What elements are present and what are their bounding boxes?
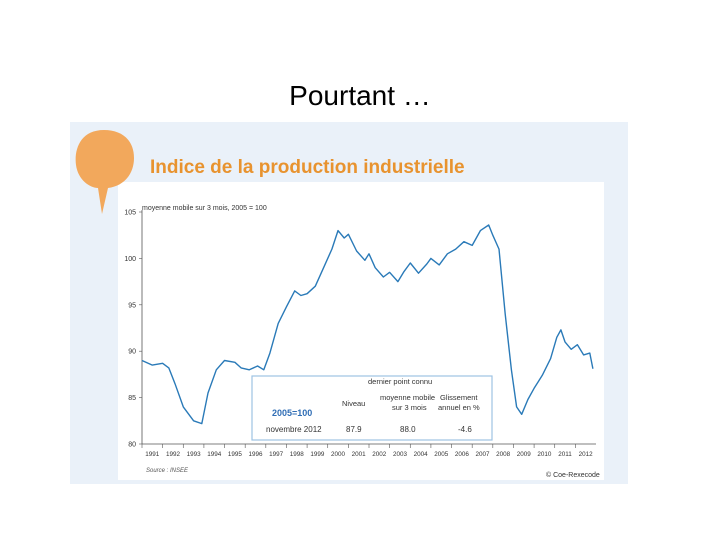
x-tick-label: 2003 <box>393 451 408 458</box>
x-tick-label: 2004 <box>414 451 429 458</box>
base-year-label: 2005=100 <box>272 408 312 418</box>
x-tick-label: 1999 <box>310 451 325 458</box>
x-tick-label: 2006 <box>455 451 470 458</box>
x-tick-label: 1995 <box>228 451 243 458</box>
x-tick-label: 2010 <box>537 451 552 458</box>
table-col-gliss-line1: Glissement <box>440 393 478 402</box>
x-tick-label: 1991 <box>145 451 160 458</box>
x-tick-label: 2007 <box>475 451 490 458</box>
orange-bubble-decoration <box>75 130 134 214</box>
table-col-mm-line1: moyenne mobile <box>380 393 435 402</box>
x-tick-label: 1998 <box>290 451 305 458</box>
summary-table: dernier point connu Niveau moyenne mobil… <box>251 375 493 441</box>
table-col-niveau: Niveau <box>342 399 365 408</box>
x-tick-label: 1996 <box>248 451 263 458</box>
summary-table-frame <box>251 375 493 441</box>
x-tick-label: 2008 <box>496 451 511 458</box>
x-tick-label: 2000 <box>331 451 346 458</box>
y-tick-group: 105 100 95 90 85 80 <box>124 210 142 449</box>
series-line <box>141 224 594 425</box>
y-tick-label: 90 <box>128 349 136 356</box>
x-tick-label: 2012 <box>579 451 594 458</box>
x-tick-label: 2001 <box>352 451 367 458</box>
y-tick-label: 80 <box>128 442 136 449</box>
table-col-mm-line2: sur 3 mois <box>392 403 427 412</box>
y-tick-label: 100 <box>124 256 136 263</box>
x-tick-label: 1992 <box>166 451 181 458</box>
chart-subtitle: moyenne mobile sur 3 mois, 2005 = 100 <box>142 205 267 212</box>
x-tick-label: 1997 <box>269 451 284 458</box>
copyright-note: © Coe-Rexecode <box>546 471 600 479</box>
table-col-gliss-line2: annuel en % <box>438 403 480 412</box>
slide-title: Pourtant … <box>289 80 431 111</box>
x-tick-label: 1994 <box>207 451 222 458</box>
x-tick-label: 2009 <box>517 451 532 458</box>
x-tick-label: 1993 <box>187 451 202 458</box>
x-tick-group: 1991 1992 1993 1994 1995 1996 1997 1998 1999 2000… <box>141 444 594 458</box>
table-row-label: novembre 2012 <box>266 425 322 434</box>
y-tick-label: 105 <box>124 210 136 217</box>
y-tick-label: 95 <box>128 302 136 309</box>
x-tick-label: 2005 <box>434 451 449 458</box>
source-note: Source : INSEE <box>146 468 189 474</box>
table-value-glissement: -4.6 <box>458 425 472 434</box>
chart-title: Indice de la production industrielle <box>150 157 465 178</box>
table-value-niveau: 87.9 <box>346 425 362 434</box>
x-tick-label: 2002 <box>372 451 387 458</box>
table-value-mm: 88.0 <box>400 425 416 434</box>
y-tick-label: 85 <box>128 395 136 402</box>
table-header-main: dernier point connu <box>368 377 432 386</box>
x-tick-label: 2011 <box>558 451 572 458</box>
